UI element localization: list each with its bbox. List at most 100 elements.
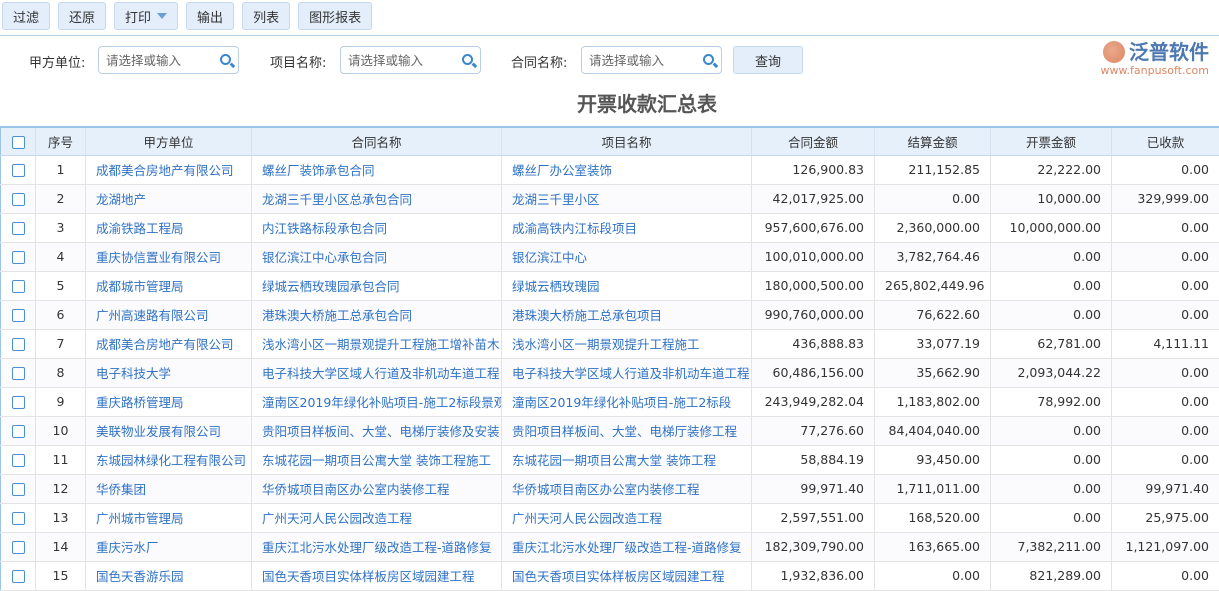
column-header[interactable]: 开票金额 xyxy=(990,127,1112,156)
column-header[interactable]: 项目名称 xyxy=(501,127,752,156)
table-row[interactable]: 15 国色天香游乐园 国色天香项目实体样板房区域园建工程 国色天香项目实体样板房区域园… xyxy=(0,561,1219,591)
party-a-link[interactable]: 广州城市管理局 xyxy=(85,503,252,533)
party-a-link[interactable]: 重庆协信置业有限公司 xyxy=(85,242,252,272)
contract-name-link[interactable]: 东城花园一期项目公寓大堂 装饰工程施工 xyxy=(251,445,502,475)
contract-name-link[interactable]: 螺丝厂装饰承包合同 xyxy=(251,155,502,185)
party-a-link[interactable]: 龙湖地产 xyxy=(85,184,252,214)
search-icon[interactable] xyxy=(220,54,231,65)
party-a-link[interactable]: 电子科技大学 xyxy=(85,358,252,388)
contract-name-link[interactable]: 华侨城项目南区办公室内装修工程 xyxy=(251,474,502,504)
party-a-link[interactable]: 华侨集团 xyxy=(85,474,252,504)
chart-report-button[interactable]: 图形报表 xyxy=(298,2,373,30)
row-checkbox[interactable] xyxy=(11,396,25,409)
row-select-cell[interactable] xyxy=(0,242,36,272)
table-row[interactable]: 11 东城园林绿化工程有限公司 东城花园一期项目公寓大堂 装饰工程施工 东城花园一期项… xyxy=(0,445,1219,475)
row-select-cell[interactable] xyxy=(0,387,36,417)
select-all-checkbox[interactable] xyxy=(11,135,25,149)
row-select-cell[interactable] xyxy=(0,271,36,301)
row-checkbox[interactable] xyxy=(11,164,25,177)
project-name-link[interactable]: 潼南区2019年绿化补贴项目-施工2标段 xyxy=(501,387,752,417)
row-checkbox[interactable] xyxy=(11,454,25,467)
project-name-link[interactable]: 港珠澳大桥施工总承包项目 xyxy=(501,300,752,330)
party-a-link[interactable]: 成渝铁路工程局 xyxy=(85,213,252,243)
row-checkbox[interactable] xyxy=(11,367,25,380)
project-name-link[interactable]: 东城花园一期项目公寓大堂 装饰工程 xyxy=(501,445,752,475)
party-a-link[interactable]: 广州高速路有限公司 xyxy=(85,300,252,330)
contract-name-link[interactable]: 内江铁路标段承包合同 xyxy=(251,213,502,243)
reset-button[interactable]: 还原 xyxy=(58,2,107,30)
filter-button[interactable]: 过滤 xyxy=(2,2,51,30)
table-row[interactable]: 9 重庆路桥管理局 潼南区2019年绿化补贴项目-施工2标段景观 潼南区2019年绿化… xyxy=(0,387,1219,417)
row-checkbox[interactable] xyxy=(11,570,25,583)
contract-name-link[interactable]: 潼南区2019年绿化补贴项目-施工2标段景观 xyxy=(251,387,502,417)
column-header[interactable]: 合同名称 xyxy=(251,127,502,156)
party-a-field[interactable] xyxy=(98,46,239,74)
party-a-link[interactable]: 重庆路桥管理局 xyxy=(85,387,252,417)
table-row[interactable]: 8 电子科技大学 电子科技大学区域人行道及非机动车道工程 电子科技大学区域人行道及非机… xyxy=(0,358,1219,388)
project-name-link[interactable]: 华侨城项目南区办公室内装修工程 xyxy=(501,474,752,504)
search-icon[interactable] xyxy=(462,54,473,65)
select-all-cell[interactable] xyxy=(0,127,36,156)
table-row[interactable]: 12 华侨集团 华侨城项目南区办公室内装修工程 华侨城项目南区办公室内装修工程 99,9… xyxy=(0,474,1219,504)
query-button[interactable]: 查询 xyxy=(733,46,803,74)
contract-input[interactable] xyxy=(582,47,692,73)
row-select-cell[interactable] xyxy=(0,561,36,591)
party-a-link[interactable]: 重庆污水厂 xyxy=(85,532,252,562)
project-name-link[interactable]: 龙湖三千里小区 xyxy=(501,184,752,214)
project-field[interactable] xyxy=(340,46,481,74)
row-select-cell[interactable] xyxy=(0,155,36,185)
party-a-link[interactable]: 东城园林绿化工程有限公司 xyxy=(85,445,252,475)
project-name-link[interactable]: 浅水湾小区一期景观提升工程施工 xyxy=(501,329,752,359)
project-name-link[interactable]: 成渝高铁内江标段项目 xyxy=(501,213,752,243)
list-button[interactable]: 列表 xyxy=(242,2,291,30)
row-select-cell[interactable] xyxy=(0,503,36,533)
row-checkbox[interactable] xyxy=(11,512,25,525)
project-name-link[interactable]: 螺丝厂办公室装饰 xyxy=(501,155,752,185)
column-header[interactable]: 已收款 xyxy=(1111,127,1219,156)
row-checkbox[interactable] xyxy=(11,280,25,293)
project-name-link[interactable]: 国色天香项目实体样板房区域园建工程 xyxy=(501,561,752,591)
row-checkbox[interactable] xyxy=(11,425,25,438)
contract-name-link[interactable]: 龙湖三千里小区总承包合同 xyxy=(251,184,502,214)
table-row[interactable]: 13 广州城市管理局 广州天河人民公园改造工程 广州天河人民公园改造工程 2,597,5… xyxy=(0,503,1219,533)
contract-name-link[interactable]: 电子科技大学区域人行道及非机动车道工程 xyxy=(251,358,502,388)
party-a-link[interactable]: 成都美合房地产有限公司 xyxy=(85,155,252,185)
row-checkbox[interactable] xyxy=(11,338,25,351)
row-checkbox[interactable] xyxy=(11,193,25,206)
project-name-link[interactable]: 绿城云栖玫瑰园 xyxy=(501,271,752,301)
party-a-link[interactable]: 成都城市管理局 xyxy=(85,271,252,301)
party-a-link[interactable]: 美联物业发展有限公司 xyxy=(85,416,252,446)
row-select-cell[interactable] xyxy=(0,213,36,243)
column-header[interactable]: 结算金额 xyxy=(874,127,991,156)
row-select-cell[interactable] xyxy=(0,300,36,330)
table-row[interactable]: 5 成都城市管理局 绿城云栖玫瑰园承包合同 绿城云栖玫瑰园 180,000,500.00… xyxy=(0,271,1219,301)
contract-name-link[interactable]: 绿城云栖玫瑰园承包合同 xyxy=(251,271,502,301)
table-row[interactable]: 3 成渝铁路工程局 内江铁路标段承包合同 成渝高铁内江标段项目 957,600,676.… xyxy=(0,213,1219,243)
contract-field[interactable] xyxy=(581,46,722,74)
project-name-link[interactable]: 银亿滨江中心 xyxy=(501,242,752,272)
print-button[interactable]: 打印 xyxy=(114,2,179,30)
project-name-link[interactable]: 重庆江北污水处理厂级改造工程-道路修复 xyxy=(501,532,752,562)
project-name-link[interactable]: 贵阳项目样板间、大堂、电梯厅装修工程 xyxy=(501,416,752,446)
row-select-cell[interactable] xyxy=(0,532,36,562)
contract-name-link[interactable]: 浅水湾小区一期景观提升工程施工增补苗木 xyxy=(251,329,502,359)
row-select-cell[interactable] xyxy=(0,474,36,504)
export-button[interactable]: 输出 xyxy=(186,2,235,30)
table-row[interactable]: 1 成都美合房地产有限公司 螺丝厂装饰承包合同 螺丝厂办公室装饰 126,900.83 2… xyxy=(0,155,1219,185)
row-checkbox[interactable] xyxy=(11,222,25,235)
contract-name-link[interactable]: 港珠澳大桥施工总承包合同 xyxy=(251,300,502,330)
project-input[interactable] xyxy=(341,47,451,73)
table-row[interactable]: 2 龙湖地产 龙湖三千里小区总承包合同 龙湖三千里小区 42,017,925.00 0.0… xyxy=(0,184,1219,214)
search-icon[interactable] xyxy=(703,54,714,65)
project-name-link[interactable]: 广州天河人民公园改造工程 xyxy=(501,503,752,533)
contract-name-link[interactable]: 广州天河人民公园改造工程 xyxy=(251,503,502,533)
column-header[interactable]: 甲方单位 xyxy=(85,127,252,156)
table-row[interactable]: 4 重庆协信置业有限公司 银亿滨江中心承包合同 银亿滨江中心 100,010,000.0… xyxy=(0,242,1219,272)
row-select-cell[interactable] xyxy=(0,358,36,388)
party-a-link[interactable]: 国色天香游乐园 xyxy=(85,561,252,591)
row-select-cell[interactable] xyxy=(0,329,36,359)
row-checkbox[interactable] xyxy=(11,251,25,264)
row-select-cell[interactable] xyxy=(0,416,36,446)
contract-name-link[interactable]: 贵阳项目样板间、大堂、电梯厅装修及安装 xyxy=(251,416,502,446)
row-checkbox[interactable] xyxy=(11,483,25,496)
